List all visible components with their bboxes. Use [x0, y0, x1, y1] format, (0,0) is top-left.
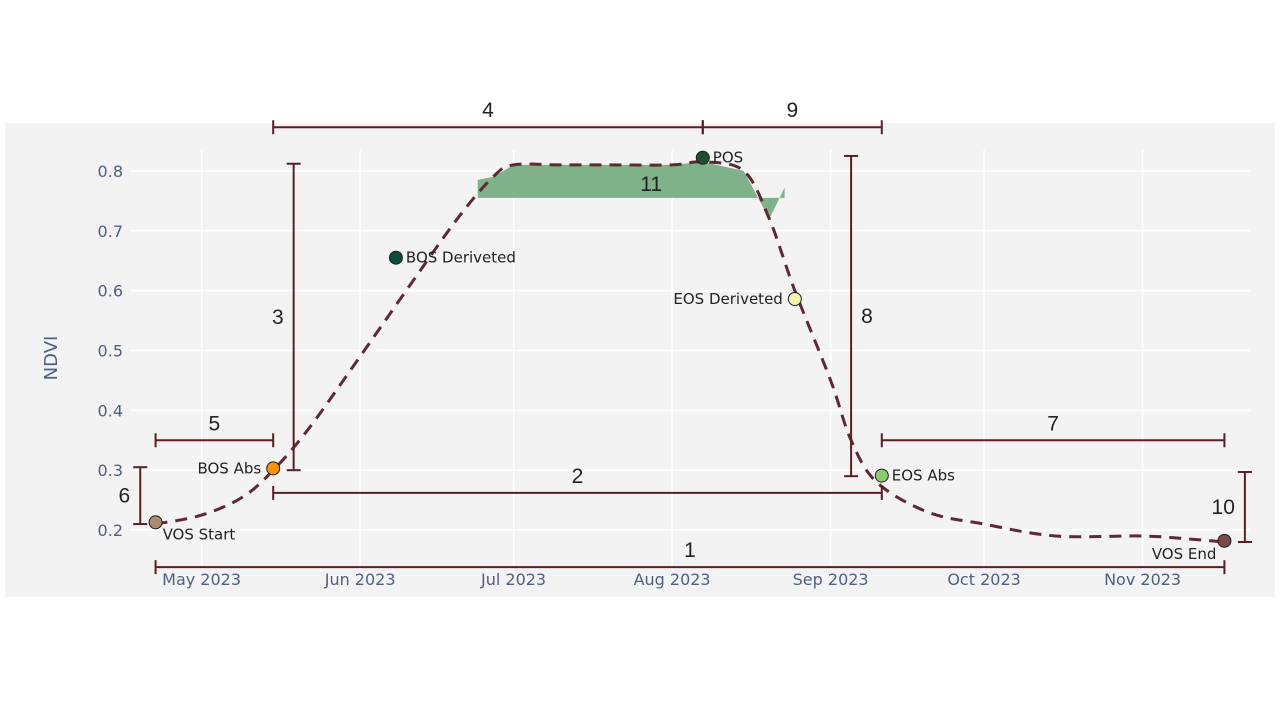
interval-label: 9: [786, 99, 798, 122]
interval-label: 1: [684, 539, 696, 562]
interval-label: 6: [119, 485, 131, 508]
y-axis-title: NDVI: [41, 336, 62, 381]
point-label: BOS Deriveted: [406, 249, 516, 267]
point-label: VOS Start: [163, 525, 236, 543]
ndvi-series-line: [155, 160, 1225, 544]
plateau-shaded-region: [477, 161, 785, 219]
interval-label: 5: [209, 412, 221, 435]
interval-label: 3: [272, 306, 284, 329]
phenology-point: [266, 461, 281, 476]
curve-layer: [155, 160, 1225, 544]
shade-layer: 11: [477, 161, 785, 219]
point-label: POS: [713, 149, 743, 167]
phenology-point: [874, 468, 889, 483]
point-layer: VOS Start BOS Abs BOS Deriveted POS EOS Deri…: [148, 149, 1232, 563]
phenology-point: [148, 515, 163, 530]
interval-label: 8: [861, 305, 873, 328]
phenology-point: [388, 250, 403, 265]
x-tick-label: Oct 2023: [947, 570, 1020, 589]
interval-label: 10: [1212, 496, 1235, 519]
x-tick-label: Jul 2023: [480, 570, 546, 589]
plot-background: [5, 123, 1275, 597]
x-tick-label: May 2023: [162, 570, 241, 589]
x-tick-label: Sep 2023: [793, 570, 869, 589]
y-tick-label: 0.3: [98, 461, 123, 480]
phenology-point: [1217, 533, 1232, 548]
point-label: EOS Abs: [892, 467, 955, 485]
interval-label: 4: [482, 99, 494, 122]
tick-layer: 0.2 0.3 0.4 0.5 0.6 0.7 0.8 May 2023 Jun 2023 Jul…: [98, 162, 1182, 589]
x-tick-label: Nov 2023: [1104, 570, 1181, 589]
x-tick-label: Aug 2023: [634, 570, 711, 589]
y-tick-label: 0.2: [98, 521, 123, 540]
shaded-region-label: 11: [640, 173, 662, 196]
point-label: BOS Abs: [197, 459, 261, 477]
point-label: VOS End: [1152, 545, 1217, 563]
y-tick-label: 0.5: [98, 341, 123, 360]
point-label: EOS Deriveted: [673, 290, 782, 308]
y-tick-label: 0.6: [98, 282, 123, 301]
annotation-layer: 1 2 3 4 5 6 7 8 9 10: [119, 99, 1252, 575]
y-tick-label: 0.4: [98, 401, 123, 420]
phenology-point: [695, 150, 710, 165]
interval-label: 2: [572, 465, 584, 488]
y-tick-label: 0.7: [98, 222, 123, 241]
interval-label: 7: [1047, 412, 1059, 435]
y-tick-label: 0.8: [98, 162, 123, 181]
grid-layer: [130, 150, 1250, 570]
phenology-point: [787, 292, 802, 307]
x-tick-label: Jun 2023: [324, 570, 396, 589]
